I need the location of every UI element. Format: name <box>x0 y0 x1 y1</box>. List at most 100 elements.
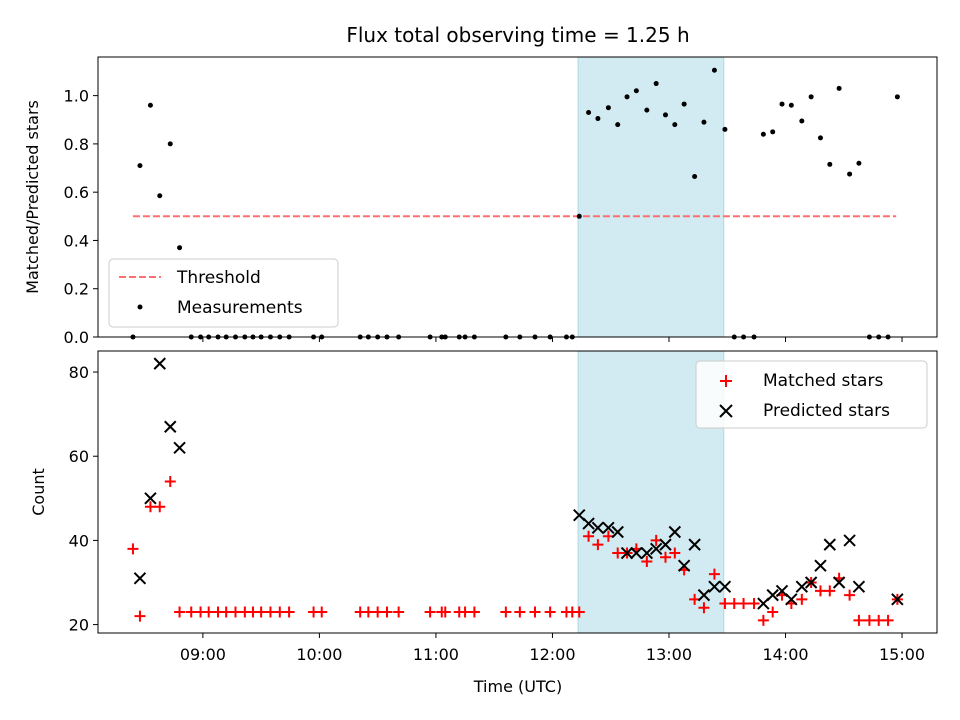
measurement-point <box>788 102 794 108</box>
predicted-star-point <box>891 593 904 606</box>
measurement-point <box>779 101 785 107</box>
matched-star-point <box>255 606 267 618</box>
predicted-stars-points <box>133 357 904 610</box>
bottom-x-label: Time (UTC) <box>473 677 562 696</box>
predicted-star-point <box>133 572 147 585</box>
measurement-point <box>856 160 862 166</box>
matched-star-point <box>274 606 286 618</box>
predicted-star-point <box>814 559 827 572</box>
legend-threshold-label: Threshold <box>176 268 261 288</box>
predicted-star-point <box>708 580 721 593</box>
matched-star-point <box>853 614 865 626</box>
matched-star-point <box>602 530 614 542</box>
matched-star-point <box>459 606 471 618</box>
legend-matched-swatch <box>720 375 732 387</box>
matched-star-point <box>698 602 710 614</box>
y-tick-label: 0.2 <box>64 280 89 299</box>
y-tick-label: 0.6 <box>64 183 89 202</box>
matched-star-point <box>844 589 856 601</box>
matched-star-point <box>544 606 556 618</box>
legend-measurements-swatch <box>137 304 143 310</box>
predicted-star-point <box>688 538 701 551</box>
legend-predicted-swatch <box>719 404 733 418</box>
matched-star-point <box>689 593 701 605</box>
predicted-star-point <box>832 576 846 589</box>
measurement-point <box>167 141 173 147</box>
measurement-point <box>760 131 766 137</box>
matched-star-point <box>757 614 769 626</box>
matched-star-point <box>767 606 779 618</box>
predicted-star-point <box>611 525 624 539</box>
measurement-point <box>770 129 776 135</box>
matched-star-point <box>316 606 328 618</box>
y-tick-label: 40 <box>69 531 89 550</box>
predicted-star-point <box>718 580 732 593</box>
bottom-legend: Matched stars Predicted stars <box>695 360 928 429</box>
predicted-star-point <box>697 588 711 602</box>
predicted-star-point <box>640 546 654 560</box>
measurement-point <box>595 116 601 122</box>
matched-star-point <box>381 606 393 618</box>
matched-star-point <box>164 475 176 487</box>
predicted-star-point <box>144 492 157 505</box>
measurement-point <box>633 88 639 94</box>
x-tick-label: 09:00 <box>180 645 226 664</box>
legend-matched-label: Matched stars <box>763 371 883 391</box>
predicted-star-point <box>602 521 615 534</box>
measurement-point <box>672 122 678 128</box>
predicted-star-point <box>785 593 798 606</box>
measurement-point <box>894 94 900 100</box>
x-tick-label: 11:00 <box>413 645 459 664</box>
predicted-star-point <box>668 525 682 539</box>
predicted-star-point <box>153 357 166 370</box>
top-legend-box <box>108 258 339 328</box>
matched-star-point <box>283 606 295 618</box>
matched-star-point <box>144 501 156 513</box>
measurement-point <box>624 94 630 100</box>
x-tick-label: 12:00 <box>529 645 575 664</box>
y-tick-label: 60 <box>69 447 89 466</box>
measurement-point <box>711 67 717 73</box>
measurement-point <box>692 173 698 179</box>
predicted-star-point <box>795 580 809 593</box>
matched-star-point <box>529 606 541 618</box>
matched-star-point <box>650 534 662 546</box>
top-legend: Threshold Measurements <box>108 258 339 328</box>
matched-star-point <box>500 606 512 618</box>
predicted-star-point <box>766 588 779 602</box>
measurement-point <box>817 135 823 141</box>
bottom-legend-box <box>695 360 928 429</box>
y-tick-label: 0.4 <box>64 231 89 250</box>
matched-star-point <box>583 530 595 542</box>
measurement-point <box>836 85 842 91</box>
bottom-panel: 20 40 60 80 09:00 10:00 11:00 12:00 13:00 14:00 1… <box>29 350 938 696</box>
matched-star-point <box>748 598 760 610</box>
matched-star-point <box>468 606 480 618</box>
top-y-axis: 0.0 0.2 0.4 0.6 0.8 1.0 <box>64 87 98 347</box>
matched-star-point <box>127 543 139 555</box>
top-y-label: Matched/Predicted stars <box>23 100 42 294</box>
measurement-point <box>808 94 814 100</box>
measurement-point <box>722 126 728 132</box>
matched-star-point <box>592 539 604 551</box>
matched-star-point <box>796 593 808 605</box>
matched-star-point <box>439 606 451 618</box>
bottom-y-axis: 20 40 60 80 <box>69 363 98 635</box>
measurement-point <box>847 171 853 177</box>
predicted-star-point <box>677 559 691 572</box>
top-plot-frame <box>97 56 938 338</box>
top-highlight-span <box>577 56 725 338</box>
matched-star-point <box>185 606 197 618</box>
matched-star-point <box>264 606 276 618</box>
matched-star-point <box>573 606 585 618</box>
matched-star-point <box>824 585 836 597</box>
matched-star-point <box>362 606 374 618</box>
predicted-star-point <box>173 441 186 455</box>
matched-star-point <box>708 568 720 580</box>
measurement-point <box>701 119 707 125</box>
matched-star-point <box>154 501 166 513</box>
measurement-point <box>177 245 183 251</box>
predicted-star-point <box>852 580 866 593</box>
measurement-point <box>827 161 833 167</box>
